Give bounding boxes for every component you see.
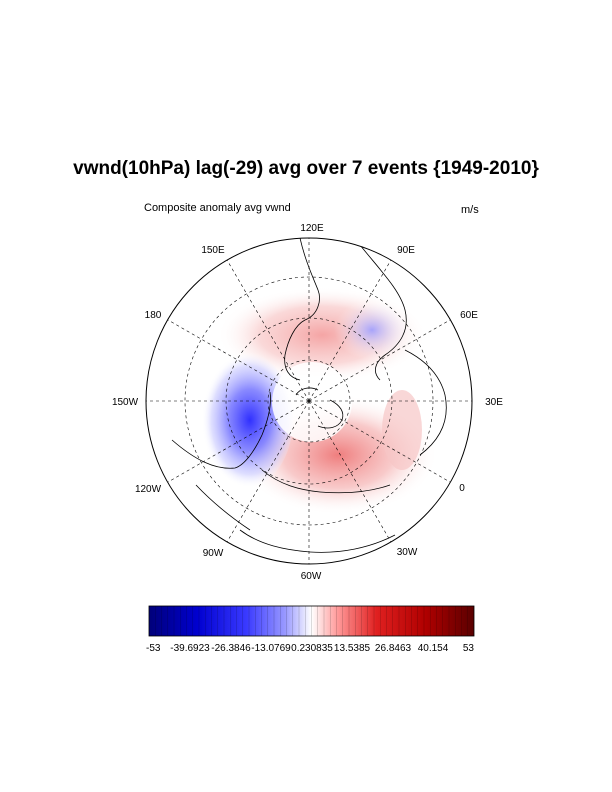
map-boundary [145, 237, 473, 565]
left-subtitle: Composite anomaly avg vwnd [144, 202, 291, 214]
colorbar-gradient [148, 605, 475, 637]
lon-label-120e: 120E [300, 223, 324, 234]
colorbar-label-1: -39.6923 [170, 643, 210, 654]
colorbar-label-8: 53 [462, 643, 474, 654]
colorbar-label-3: -13.0769 [251, 643, 291, 654]
negative-anomaly-northeast [334, 300, 410, 360]
lon-label-60w: 60W [301, 571, 322, 582]
positive-anomaly-east [382, 390, 422, 470]
latitude-circles [184, 276, 434, 526]
colorbar [148, 605, 475, 637]
lon-label-150e: 150E [201, 245, 225, 256]
lon-label-180: 180 [145, 310, 162, 321]
colorbar-label-4: 0.230835 [291, 643, 333, 654]
plot-title: vwnd(10hPa) lag(-29) avg over 7 events {… [73, 158, 539, 179]
anomaly-shading [146, 238, 472, 564]
units-label: m/s [461, 204, 479, 216]
colorbar-label-2: -26.3846 [211, 643, 251, 654]
colorbar-boxes [155, 606, 468, 636]
lon-label-150w: 150W [112, 397, 139, 408]
lon-label-120w: 120W [135, 484, 162, 495]
lon-label-30e: 30E [485, 397, 503, 408]
colorbar-label-5: 13.5385 [333, 643, 371, 654]
negative-anomaly-west [197, 352, 293, 488]
meridians [146, 238, 472, 564]
lon-label-60e: 60E [460, 310, 478, 321]
lon-label-30w: 30W [397, 547, 418, 558]
colorbar-label-7: 40.154 [417, 643, 449, 654]
colorbar-label-6: 26.8463 [374, 643, 412, 654]
lon-label-90w: 90W [203, 548, 224, 559]
lon-label-90e: 90E [397, 245, 415, 256]
polar-cap [272, 362, 352, 442]
coastlines [171, 238, 447, 564]
colorbar-label-0: -53 [146, 643, 161, 654]
lon-label-0: 0 [459, 483, 465, 494]
